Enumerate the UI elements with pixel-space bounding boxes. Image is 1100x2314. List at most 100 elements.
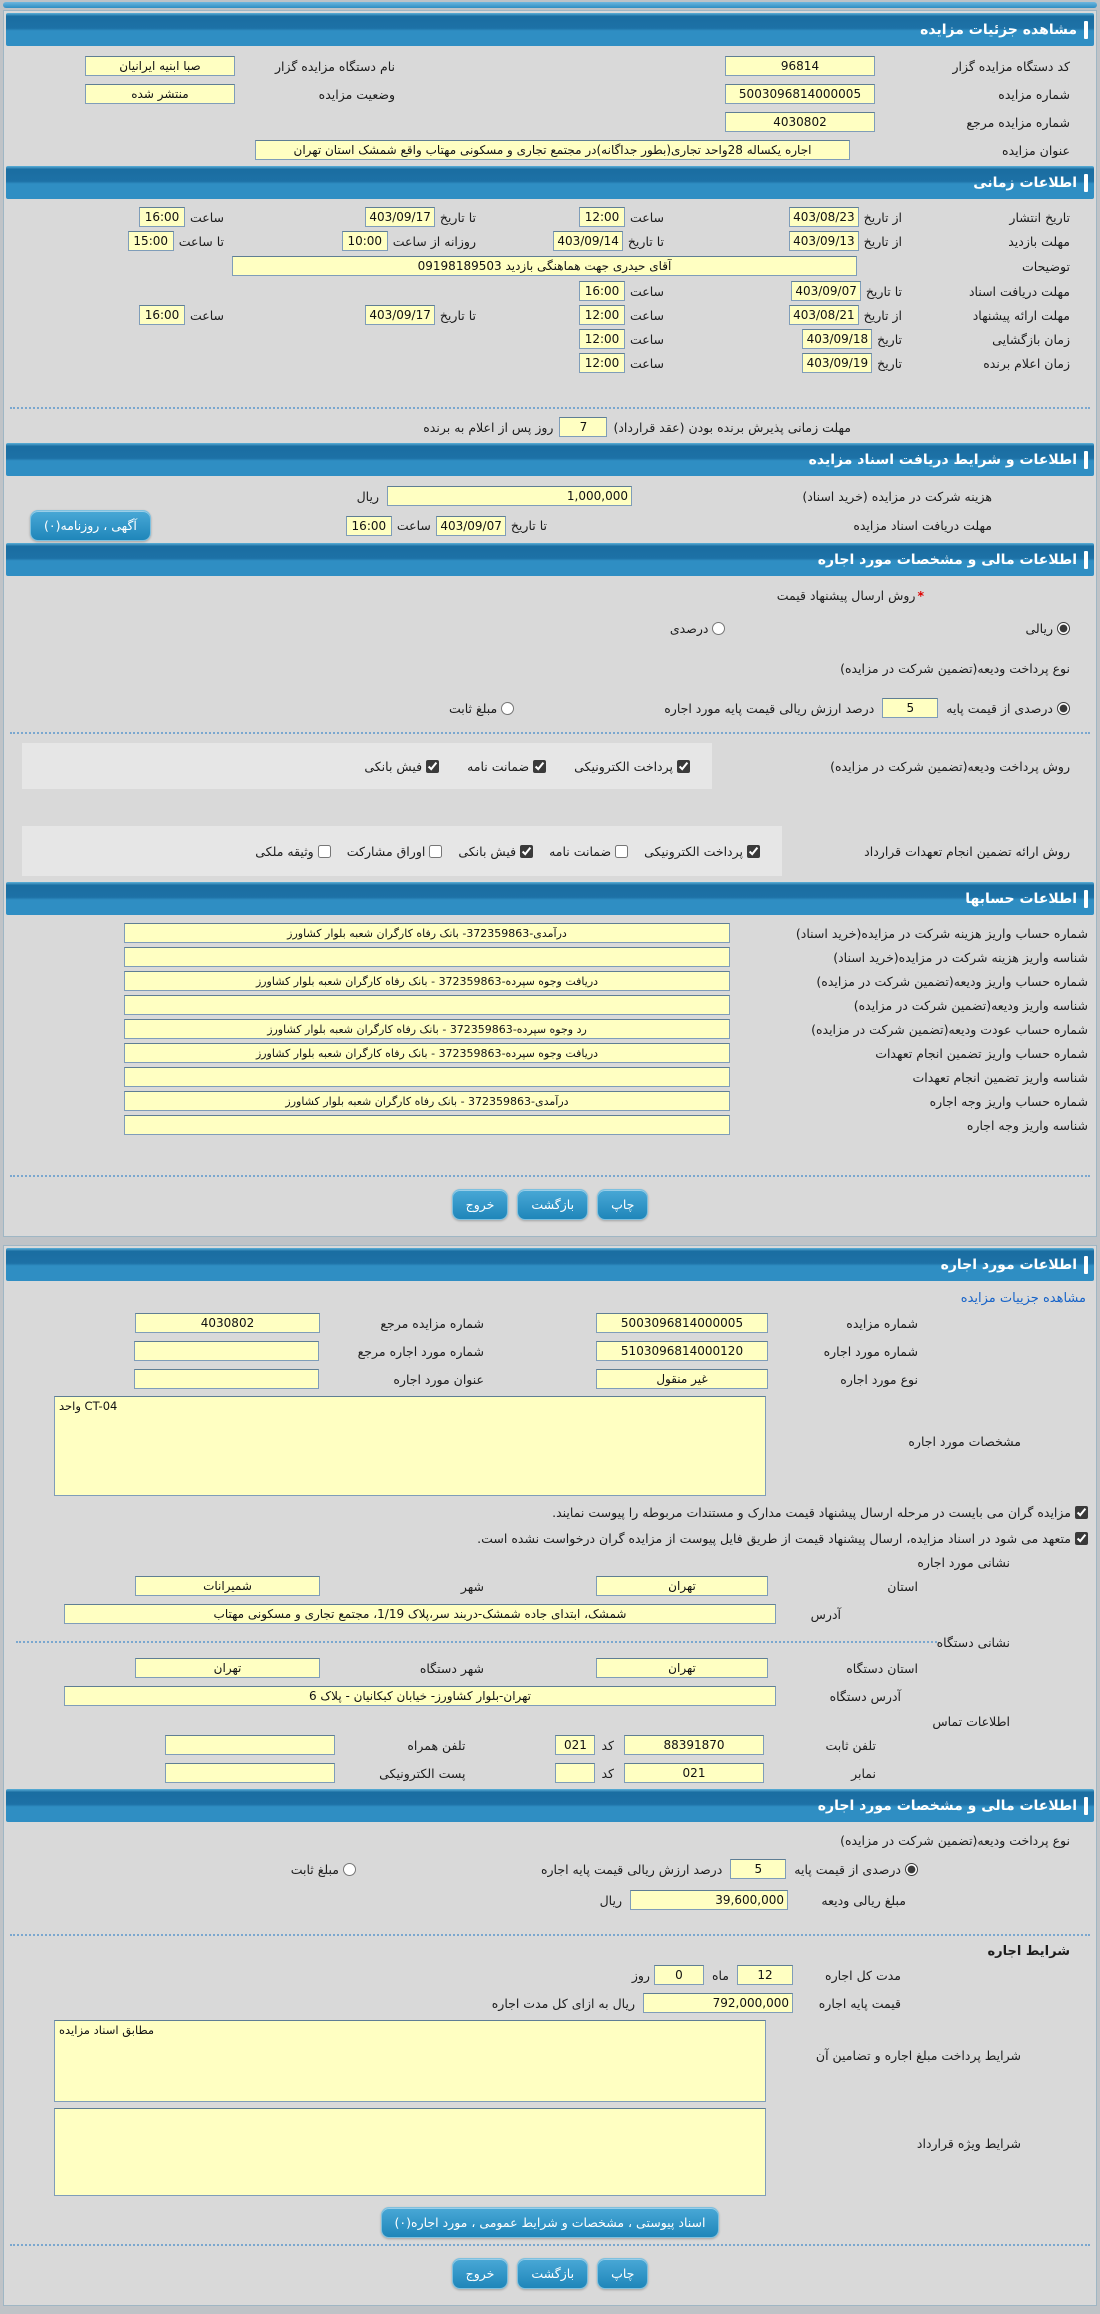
item-ref-input[interactable] xyxy=(134,1341,319,1361)
offer-to-time-input[interactable] xyxy=(138,305,185,325)
email-input[interactable] xyxy=(165,1763,336,1783)
auction-ref-input[interactable] xyxy=(725,112,875,132)
guar-bank-slip-option[interactable]: فیش بانکی xyxy=(458,844,534,859)
offer-from-date-input[interactable] xyxy=(788,305,859,325)
view-auction-details-link[interactable]: مشاهده جزییات مزایده xyxy=(960,1290,1086,1306)
item-number-input[interactable] xyxy=(596,1341,768,1361)
pay-bank-slip-checkbox[interactable] xyxy=(426,759,440,773)
guar-property-collateral-checkbox[interactable] xyxy=(317,844,331,858)
fixed-amount-radio[interactable] xyxy=(501,701,515,715)
item-percent-of-base-radio[interactable] xyxy=(905,1862,918,1876)
phone-input[interactable] xyxy=(624,1735,764,1755)
guar-electronic-option[interactable]: پرداخت الکترونیکی xyxy=(644,844,760,859)
fax-input[interactable] xyxy=(624,1763,764,1783)
item-deposit-percent-input[interactable] xyxy=(730,1859,787,1879)
description-input[interactable] xyxy=(232,256,857,276)
publish-from-time-input[interactable] xyxy=(578,207,625,227)
rial-radio-option[interactable]: ریالی xyxy=(1025,621,1070,636)
ads-newspaper-button[interactable]: آگهی ، روزنامه(۰) xyxy=(30,510,151,541)
percent-of-base-radio[interactable] xyxy=(1057,701,1070,715)
exit-button[interactable]: خروج xyxy=(451,1189,509,1220)
account-input[interactable] xyxy=(124,1091,730,1111)
item-spec-textarea[interactable]: واحد CT-04 xyxy=(54,1396,766,1496)
docs-receive-time-input[interactable] xyxy=(345,515,392,536)
org-code-input[interactable] xyxy=(725,56,875,76)
auction-number-input[interactable] xyxy=(725,84,875,104)
percent-of-base-radio-option[interactable]: درصدی از قیمت پایه xyxy=(946,701,1070,716)
account-input[interactable] xyxy=(124,995,730,1015)
rial-radio[interactable] xyxy=(1057,621,1070,635)
publish-from-date-input[interactable] xyxy=(788,207,859,227)
note-attach-docs-option[interactable]: مزایده گران می بایست در مرحله ارسال پیشن… xyxy=(552,1505,1088,1520)
back-button[interactable]: بازگشت xyxy=(517,2258,589,2289)
city-input[interactable] xyxy=(135,1576,320,1596)
fixed-amount-radio-option[interactable]: مبلغ ثابت xyxy=(449,701,515,716)
item-fixed-amount-option[interactable]: مبلغ ثابت xyxy=(291,1862,356,1877)
opening-date-input[interactable] xyxy=(802,329,873,349)
duration-days-input[interactable] xyxy=(653,1965,704,1985)
percent-radio-option[interactable]: درصدی xyxy=(670,621,726,636)
pay-guarantee-letter-checkbox[interactable] xyxy=(533,759,547,773)
publish-to-time-input[interactable] xyxy=(138,207,185,227)
pay-guarantee-letter-option[interactable]: ضمانت نامه xyxy=(467,759,547,774)
participation-fee-input[interactable] xyxy=(387,486,632,506)
offer-to-date-input[interactable] xyxy=(364,305,435,325)
account-input[interactable] xyxy=(124,1067,730,1087)
note-no-file-price-checkbox[interactable] xyxy=(1075,1531,1088,1545)
guar-bonds-checkbox[interactable] xyxy=(429,844,443,858)
fax-code-input[interactable] xyxy=(555,1763,596,1783)
phone-code-input[interactable] xyxy=(555,1735,596,1755)
docs-deadline-time-input[interactable] xyxy=(578,281,625,301)
auction-status-input[interactable] xyxy=(85,84,235,104)
base-price-input[interactable] xyxy=(643,1993,793,2013)
auction-title-input[interactable] xyxy=(255,140,850,160)
attached-docs-button[interactable]: اسناد پیوستی ، مشخصات و شرایط عمومی ، مو… xyxy=(380,2207,720,2238)
address-input[interactable] xyxy=(64,1604,776,1624)
note-attach-docs-checkbox[interactable] xyxy=(1075,1505,1088,1519)
visit-from-time-input[interactable] xyxy=(341,231,388,251)
publish-to-date-input[interactable] xyxy=(364,207,435,227)
pay-electronic-option[interactable]: پرداخت الکترونیکی xyxy=(574,759,690,774)
note-no-file-price-option[interactable]: متعهد می شود در اسناد مزایده، ارسال پیشن… xyxy=(477,1531,1088,1546)
duration-months-input[interactable] xyxy=(737,1965,793,1985)
docs-deadline-date-input[interactable] xyxy=(790,281,861,301)
mobile-input[interactable] xyxy=(165,1735,336,1755)
guar-guarantee-letter-checkbox[interactable] xyxy=(615,844,629,858)
guar-electronic-checkbox[interactable] xyxy=(747,844,760,858)
account-input[interactable] xyxy=(124,923,730,943)
special-terms-textarea[interactable] xyxy=(54,2108,766,2196)
item-fixed-amount-radio[interactable] xyxy=(342,1862,356,1876)
item-type-input[interactable] xyxy=(596,1369,768,1389)
pay-bank-slip-option[interactable]: فیش بانکی xyxy=(364,759,440,774)
back-button[interactable]: بازگشت xyxy=(517,1189,589,1220)
exit-button[interactable]: خروج xyxy=(451,2258,509,2289)
deposit-amount-input[interactable] xyxy=(630,1890,788,1910)
winner-date-input[interactable] xyxy=(802,353,873,373)
org-name-input[interactable] xyxy=(85,56,235,76)
offer-from-time-input[interactable] xyxy=(578,305,625,325)
pay-electronic-checkbox[interactable] xyxy=(677,759,690,773)
visit-from-date-input[interactable] xyxy=(788,231,859,251)
print-button[interactable]: چاپ xyxy=(597,1189,649,1220)
account-input[interactable] xyxy=(124,1115,730,1135)
accept-days-input[interactable] xyxy=(559,417,608,437)
opening-time-input[interactable] xyxy=(578,329,625,349)
guar-bank-slip-checkbox[interactable] xyxy=(520,844,534,858)
org-province-input[interactable] xyxy=(596,1658,768,1678)
item-percent-of-base-option[interactable]: درصدی از قیمت پایه xyxy=(794,1862,918,1877)
auction-number-input[interactable] xyxy=(596,1313,768,1333)
account-input[interactable] xyxy=(124,947,730,967)
org-city-input[interactable] xyxy=(135,1658,320,1678)
org-address-input[interactable] xyxy=(64,1686,776,1706)
account-input[interactable] xyxy=(124,1019,730,1039)
deposit-percent-input[interactable] xyxy=(882,698,939,718)
account-input[interactable] xyxy=(124,971,730,991)
account-input[interactable] xyxy=(124,1043,730,1063)
winner-time-input[interactable] xyxy=(578,353,625,373)
payment-terms-textarea[interactable]: مطابق اسناد مزایده xyxy=(54,2020,766,2102)
percent-radio[interactable] xyxy=(712,621,726,635)
visit-to-date-input[interactable] xyxy=(552,231,623,251)
docs-receive-date-input[interactable] xyxy=(435,515,506,536)
visit-to-time-input[interactable] xyxy=(127,231,174,251)
province-input[interactable] xyxy=(596,1576,768,1596)
